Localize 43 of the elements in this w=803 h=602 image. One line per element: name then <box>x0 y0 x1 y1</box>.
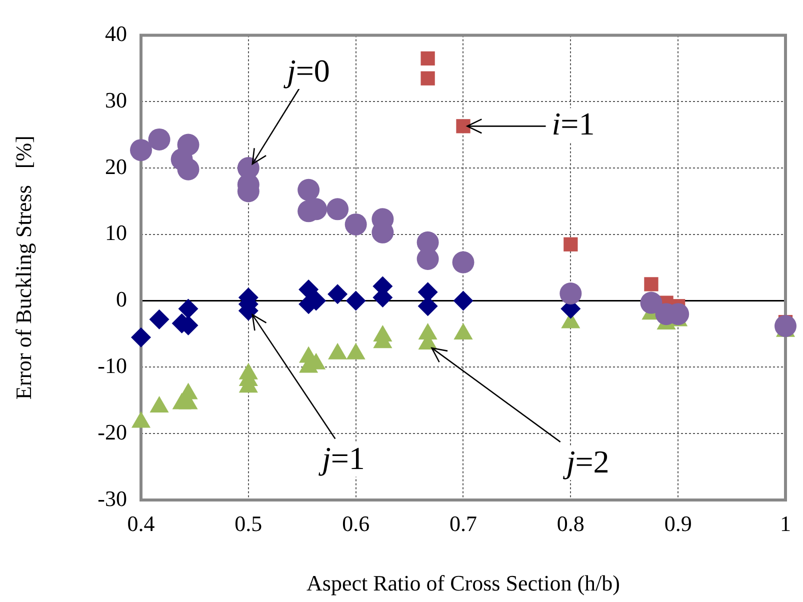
point <box>178 298 198 319</box>
y-tick-label: -30 <box>98 486 127 511</box>
point <box>148 128 170 150</box>
x-tick-label: 0.9 <box>664 510 692 536</box>
point <box>456 119 470 134</box>
point <box>564 237 578 252</box>
x-tick-label: 1 <box>780 510 791 536</box>
annotation: j=2 <box>562 443 610 480</box>
y-tick-label: 0 <box>116 286 127 312</box>
point <box>453 290 474 311</box>
annotation: j=0 <box>282 52 330 88</box>
annotation: i=1 <box>552 106 595 142</box>
x-axis-title: Aspect Ratio of Cross Section (h/b) <box>306 570 620 596</box>
point <box>640 292 662 314</box>
y-axis-title: Error of Buckling Stress [%] <box>10 136 36 400</box>
point <box>131 327 151 348</box>
point <box>560 282 582 304</box>
y-tick-label: -10 <box>98 352 127 378</box>
y-tick-label: 30 <box>105 87 127 112</box>
y-tick-label: 20 <box>105 154 127 179</box>
y-tick-label: 10 <box>105 220 127 246</box>
point <box>326 198 349 220</box>
point <box>346 290 366 311</box>
point <box>420 71 435 86</box>
x-tick-label: 0.8 <box>556 510 584 536</box>
y-tick-label: 40 <box>105 20 127 46</box>
point <box>149 309 170 330</box>
x-tick-label: 0.6 <box>342 510 370 536</box>
point <box>130 139 152 162</box>
point <box>420 51 435 66</box>
point <box>328 284 348 304</box>
point <box>177 134 200 156</box>
point <box>452 251 474 274</box>
annotation: j=1 <box>318 440 365 476</box>
point <box>774 315 796 338</box>
x-tick-label: 0.4 <box>127 510 155 536</box>
point <box>644 277 658 292</box>
x-tick-label: 0.7 <box>450 510 477 536</box>
point <box>177 158 200 180</box>
x-tick-label: 0.5 <box>234 510 262 536</box>
y-tick-label: -20 <box>98 419 127 444</box>
point <box>298 178 320 201</box>
point <box>344 213 367 236</box>
